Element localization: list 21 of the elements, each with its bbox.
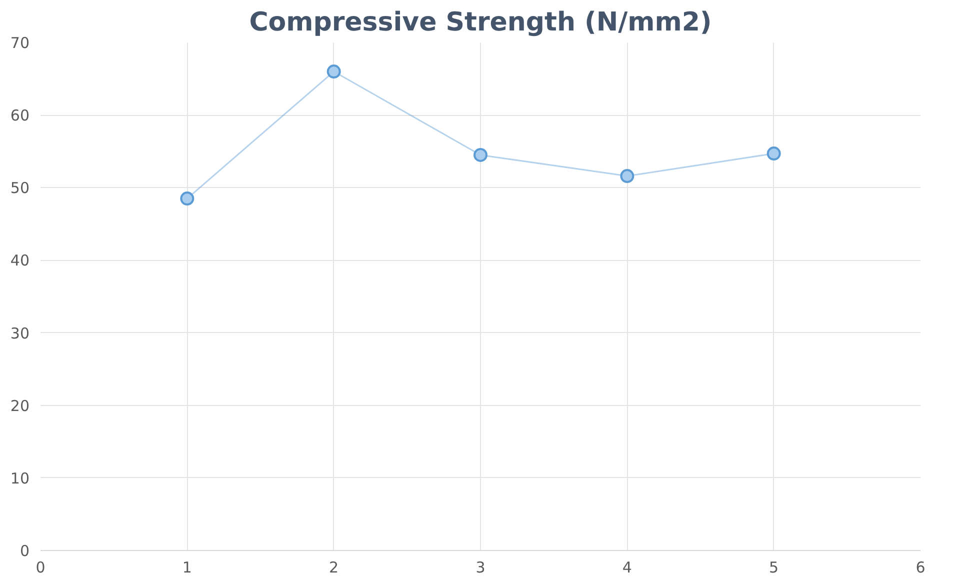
y-tick-label: 60	[10, 106, 30, 125]
y-tick-label: 50	[10, 179, 30, 198]
point	[474, 148, 488, 162]
x-tick-label: 3	[476, 558, 486, 576]
y-tick-label: 10	[10, 469, 30, 488]
x-tick-label: 4	[622, 558, 632, 576]
y-tick-label: 30	[10, 324, 30, 342]
chart-title: Compressive Strength (N/mm2)	[249, 8, 712, 38]
y-tick-label: 40	[10, 252, 30, 270]
point	[326, 64, 341, 79]
y-tick-label: 70	[10, 34, 30, 52]
y-tick-label: 20	[10, 396, 30, 415]
y-tick-label: 0	[20, 542, 30, 560]
point	[180, 192, 194, 206]
point	[766, 146, 781, 161]
x-tick-label: 5	[769, 558, 779, 576]
x-tick-label: 1	[182, 558, 192, 576]
x-tick-label: 0	[36, 558, 46, 576]
point	[620, 169, 634, 184]
x-tick-label: 6	[916, 558, 926, 576]
x-tick-label: 2	[329, 558, 339, 576]
